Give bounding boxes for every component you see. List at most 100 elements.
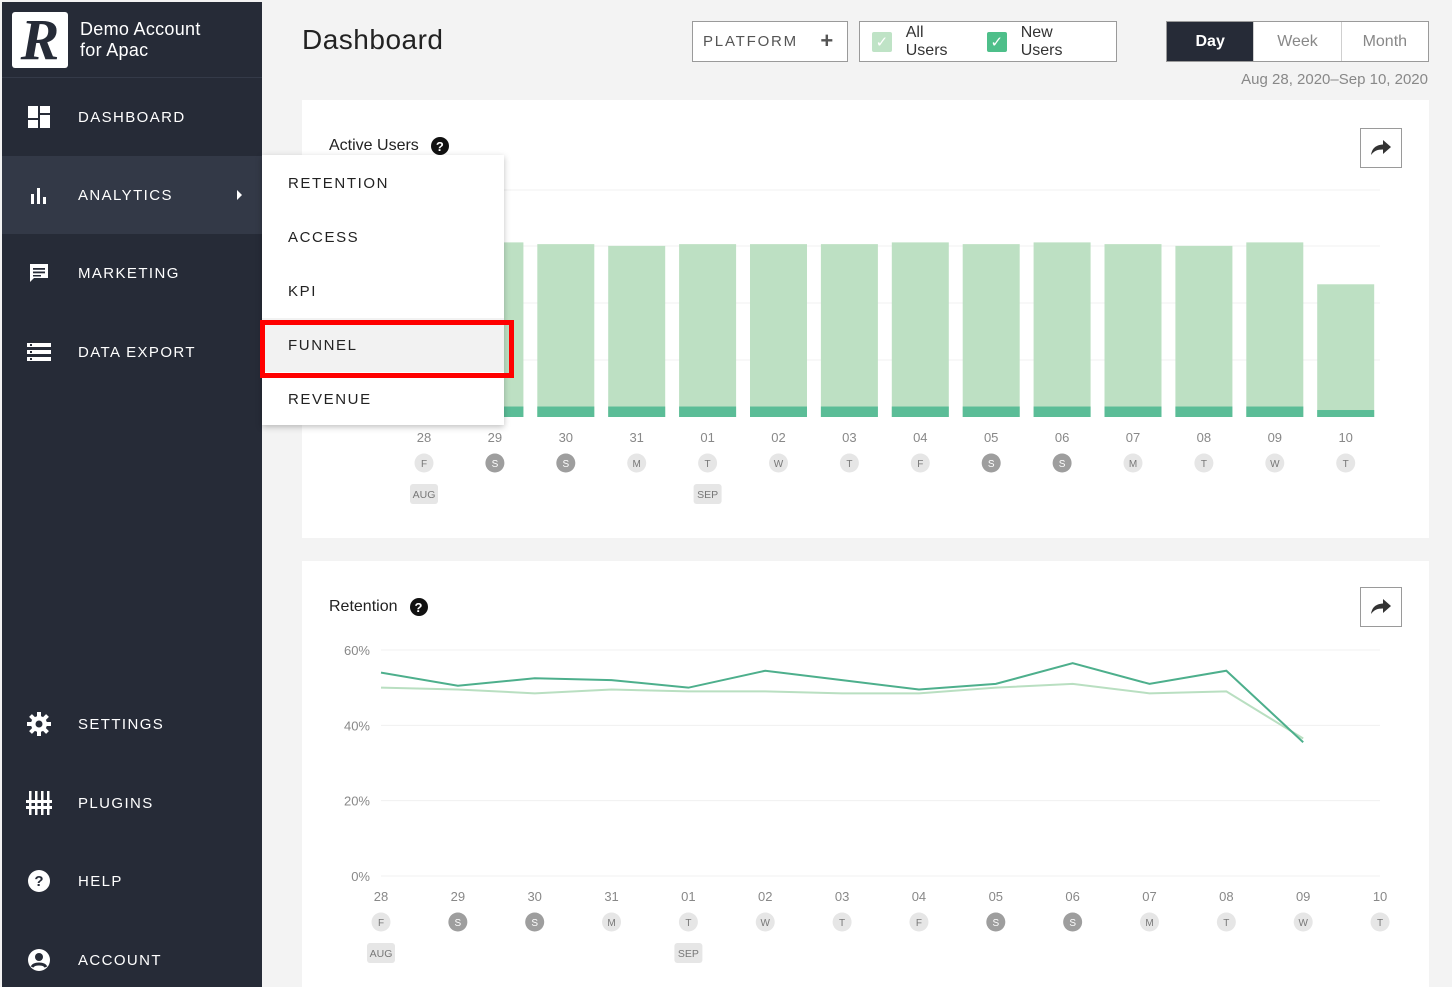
retention-card: Retention ? 60% 40% 20% 0% 28 F 29 S 30 S 31 M 01 T 02… <box>302 561 1429 987</box>
list-icon <box>26 339 52 365</box>
x-tick-label: 02 <box>758 889 772 904</box>
new-users-label[interactable]: New Users <box>1020 23 1063 59</box>
weekday-badge <box>1052 453 1072 473</box>
bar-all-users <box>962 244 1020 417</box>
x-tick-label: 03 <box>835 889 849 904</box>
range-month-button[interactable]: Month <box>1340 22 1428 61</box>
sidebar-item-marketing[interactable]: MARKETING <box>2 234 262 312</box>
bar-chart-icon <box>26 182 52 208</box>
help-icon[interactable]: ? <box>409 598 428 616</box>
menu-item-access[interactable]: ACCESS <box>288 228 360 246</box>
weekday-label: S <box>492 459 499 470</box>
sidebar-item-label: HELP <box>78 872 123 890</box>
bar-all-users <box>750 244 807 417</box>
bar-new-users <box>820 406 878 417</box>
bar-new-users <box>1033 406 1091 417</box>
weekday-label: M <box>633 459 641 470</box>
sidebar-item-account[interactable]: ACCOUNT <box>2 921 262 987</box>
account-name-line2: for Apac <box>80 39 149 60</box>
x-tick-label: 06 <box>1065 889 1079 904</box>
weekday-label: S <box>992 918 999 929</box>
bar-all-users <box>1246 242 1304 417</box>
gear-icon <box>26 711 52 737</box>
bar-all-users <box>679 244 737 417</box>
account-name-line1: Demo Account <box>80 18 201 39</box>
weekday-badge <box>1140 912 1159 932</box>
sidebar-item-settings[interactable]: SETTINGS <box>2 685 262 763</box>
weekday-badge <box>698 453 718 473</box>
platform-label: PLATFORM <box>703 33 798 50</box>
dashboard-icon <box>26 104 52 130</box>
sidebar-item-data-export[interactable]: DATA EXPORT <box>2 313 262 391</box>
logo: R <box>12 10 68 68</box>
weekday-label: T <box>705 459 711 470</box>
help-icon[interactable]: ? <box>430 137 449 155</box>
bar-all-users <box>537 244 595 417</box>
weekday-label: F <box>917 459 923 470</box>
x-tick-label: 08 <box>1197 430 1211 445</box>
line-new-users <box>380 682 1304 740</box>
all-users-label[interactable]: All Users <box>905 23 948 59</box>
all-users-checkbox[interactable]: ✓ <box>872 31 892 52</box>
weekday-label: T <box>1343 459 1349 470</box>
chart-title: Active Users <box>329 137 419 154</box>
range-day-button[interactable]: Day <box>1167 22 1254 61</box>
weekday-badge <box>1336 453 1356 473</box>
sidebar-item-analytics[interactable]: ANALYTICS <box>2 156 262 234</box>
menu-item-funnel[interactable]: FUNNEL <box>262 318 504 372</box>
weekday-label: M <box>1129 459 1137 470</box>
sidebar-item-plugins[interactable]: PLUGINS <box>2 764 262 842</box>
user-icon <box>26 947 52 973</box>
y-tick-label: 0% <box>351 869 370 884</box>
range-week-button[interactable]: Week <box>1253 22 1340 61</box>
menu-item-kpi[interactable]: KPI <box>288 282 317 300</box>
menu-item-revenue[interactable]: REVENUE <box>288 390 372 408</box>
bar-all-users <box>891 242 949 417</box>
weekday-badge <box>910 453 930 473</box>
weekday-badge <box>556 453 576 473</box>
share-icon <box>1371 140 1391 155</box>
share-button[interactable] <box>1360 128 1402 168</box>
x-tick-label: 09 <box>1296 889 1310 904</box>
brand[interactable]: R Demo Account for Apac <box>2 2 262 78</box>
weekday-label: M <box>607 918 615 929</box>
sidebar-item-label: ACCOUNT <box>78 951 162 969</box>
x-tick-label: 29 <box>488 430 502 445</box>
month-badge <box>693 484 722 504</box>
retention-title: Retention ? <box>329 598 428 616</box>
month-label: AUG <box>370 948 393 960</box>
time-range-toggle: Day Week Month <box>1166 21 1429 62</box>
weekday-label: T <box>1201 459 1207 470</box>
month-badge <box>367 943 395 963</box>
menu-item-retention[interactable]: RETENTION <box>288 174 390 192</box>
sidebar-item-label: PLUGINS <box>78 794 154 812</box>
weekday-badge <box>602 912 622 932</box>
weekday-badge <box>1370 912 1390 932</box>
page-title: Dashboard <box>302 24 444 55</box>
share-button[interactable] <box>1360 587 1402 627</box>
platform-filter-button[interactable]: PLATFORM + <box>692 21 848 62</box>
y-tick-label: 40% <box>344 718 370 733</box>
weekday-badge <box>1265 453 1285 473</box>
new-users-checkbox[interactable]: ✓ <box>986 31 1007 52</box>
bar-all-users <box>1104 244 1162 417</box>
help-icon: ? <box>26 868 52 894</box>
x-tick-label: 30 <box>527 889 541 904</box>
weekday-label: F <box>378 918 384 929</box>
sidebar-item-help[interactable]: ? HELP <box>2 842 262 920</box>
x-tick-label: 05 <box>984 430 998 445</box>
bar-new-users <box>537 406 595 417</box>
x-tick-label: 02 <box>771 430 785 445</box>
sidebar-item-label: ANALYTICS <box>78 186 173 204</box>
weekday-badge <box>1123 453 1143 473</box>
weekday-badge <box>839 453 859 473</box>
x-tick-label: 07 <box>1126 430 1140 445</box>
weekday-label: T <box>685 918 691 929</box>
bar-all-users <box>1033 242 1091 417</box>
x-tick-label: 04 <box>913 430 927 445</box>
weekday-badge <box>485 453 505 473</box>
weekday-badge <box>769 453 788 473</box>
sidebar-item-dashboard[interactable]: DASHBOARD <box>2 78 262 156</box>
weekday-badge <box>1216 912 1236 932</box>
month-label: AUG <box>413 489 436 501</box>
